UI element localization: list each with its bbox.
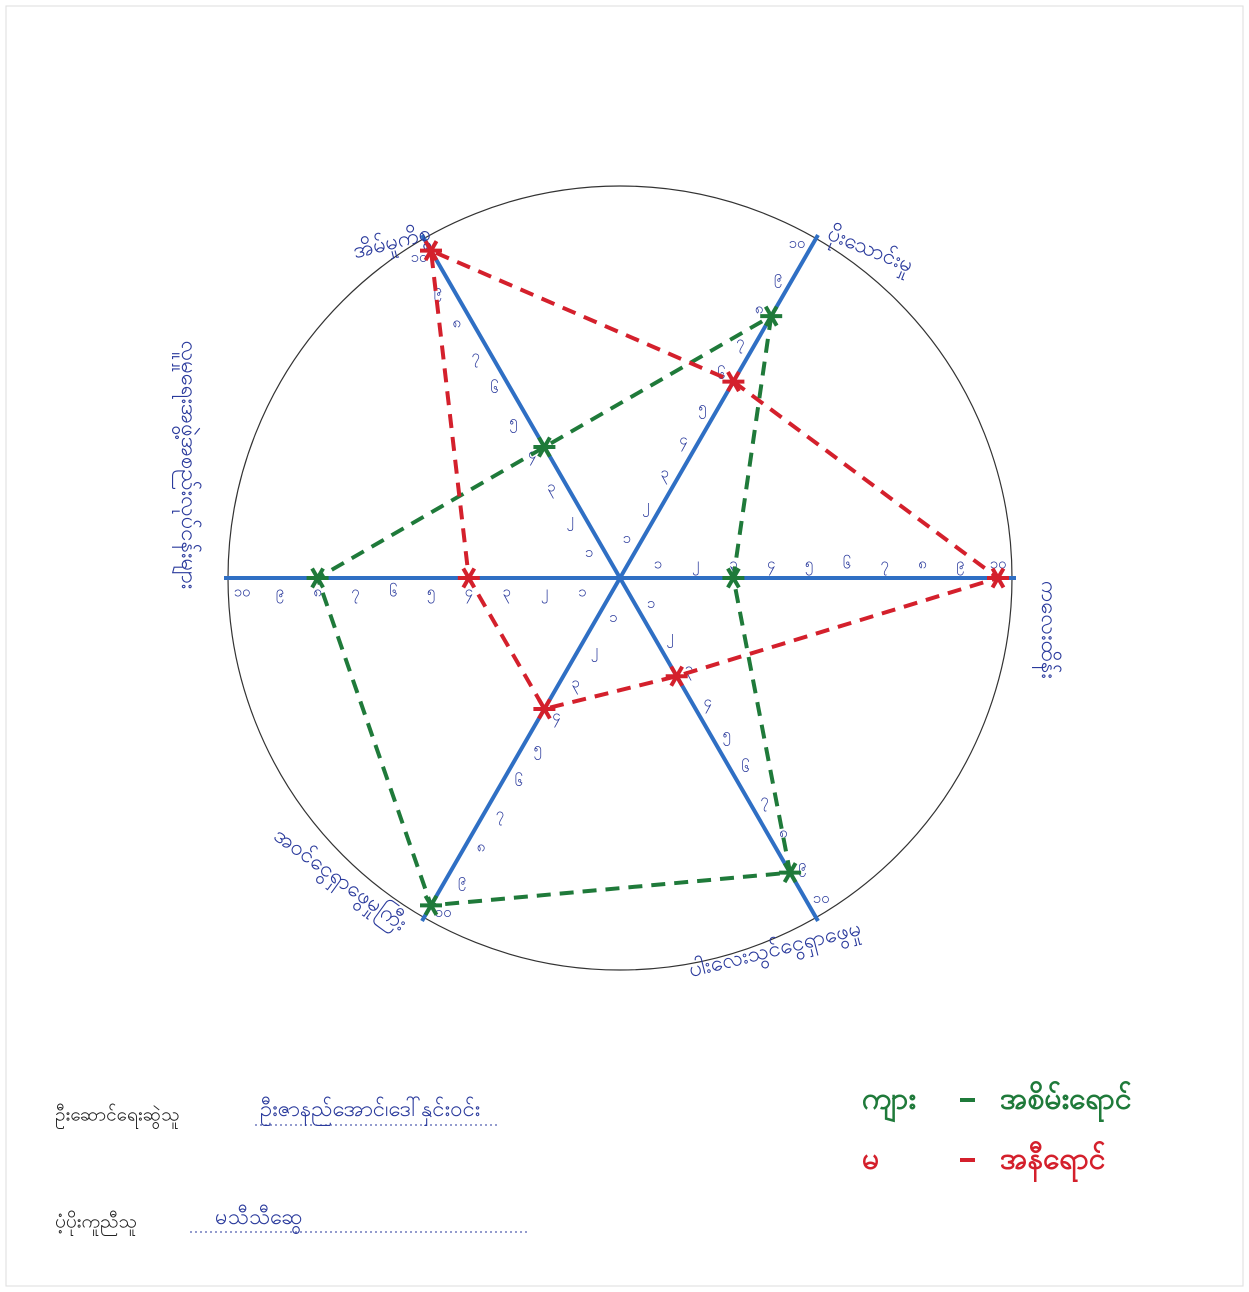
- tick-label: ၅: [509, 412, 517, 433]
- tick-label: ၂: [642, 496, 649, 517]
- tick-label: ၁၀: [813, 889, 830, 907]
- tick-label: ၈: [477, 837, 486, 855]
- tick-label: ၇: [351, 583, 359, 604]
- tick-label: ၇: [496, 805, 504, 826]
- tick-label: ၈: [452, 314, 461, 332]
- tick-label: ၁: [647, 594, 655, 612]
- tick-label: ၆: [843, 555, 851, 573]
- tick-label: ၁: [585, 543, 593, 561]
- tick-label: ၉: [774, 267, 782, 288]
- tick-label: ၂: [666, 627, 673, 648]
- footer-label: ပံ့ပိုးကူညီသူ: [55, 1210, 137, 1237]
- tick-label: ၈: [918, 555, 927, 573]
- tick-label: ၂: [591, 641, 598, 662]
- tick-label: ၄: [704, 692, 712, 713]
- tick-label: ၄: [767, 555, 775, 576]
- axis-label: ကလေးထိန်း: [1032, 581, 1062, 679]
- tick-label: ၃: [502, 583, 510, 604]
- tick-label: ၇: [471, 346, 479, 367]
- tick-label: ၇: [880, 555, 888, 576]
- tick-label: ၅: [805, 555, 813, 576]
- tick-label: ၆: [490, 379, 498, 397]
- footer-label: ဦးဆောင်ရေးဆွဲသူ: [55, 1103, 179, 1130]
- tick-label: ၁၀: [788, 234, 805, 252]
- legend-label: မ: [862, 1142, 879, 1177]
- tick-label: ၉: [956, 555, 964, 576]
- tick-label: ၃: [571, 674, 579, 695]
- tick-label: ၅: [533, 739, 541, 760]
- tick-label: ၆: [741, 758, 749, 776]
- tick-label: ၂: [566, 510, 573, 531]
- tick-label: ၉: [276, 583, 284, 604]
- tick-label: ၁: [654, 555, 662, 573]
- tick-label: ၁: [609, 608, 617, 626]
- tick-label: ၅: [427, 583, 435, 604]
- tick-label: ၁၀: [234, 583, 251, 601]
- tick-label: ၂: [692, 555, 699, 576]
- tick-label: ၉: [458, 870, 466, 891]
- tick-label: ၅: [722, 725, 730, 746]
- tick-label: ၆: [389, 583, 397, 601]
- tick-label: ၁: [623, 529, 631, 547]
- tick-label: ၂: [541, 583, 548, 604]
- tick-label: ၃: [547, 477, 555, 498]
- tick-label: ၅: [698, 398, 706, 419]
- tick-label: ၇: [760, 791, 768, 812]
- chart: ကျားအစိမ်းရောင်မအနီရောင် ဦးဆောင်ရေးဆွဲသူ…: [0, 0, 1249, 1292]
- legend-label: ကျား: [862, 1082, 916, 1123]
- tick-label: ၃: [660, 463, 668, 484]
- tick-label: ၁: [578, 583, 586, 601]
- tick-label: ၄: [679, 431, 687, 452]
- tick-label: ၆: [515, 772, 523, 790]
